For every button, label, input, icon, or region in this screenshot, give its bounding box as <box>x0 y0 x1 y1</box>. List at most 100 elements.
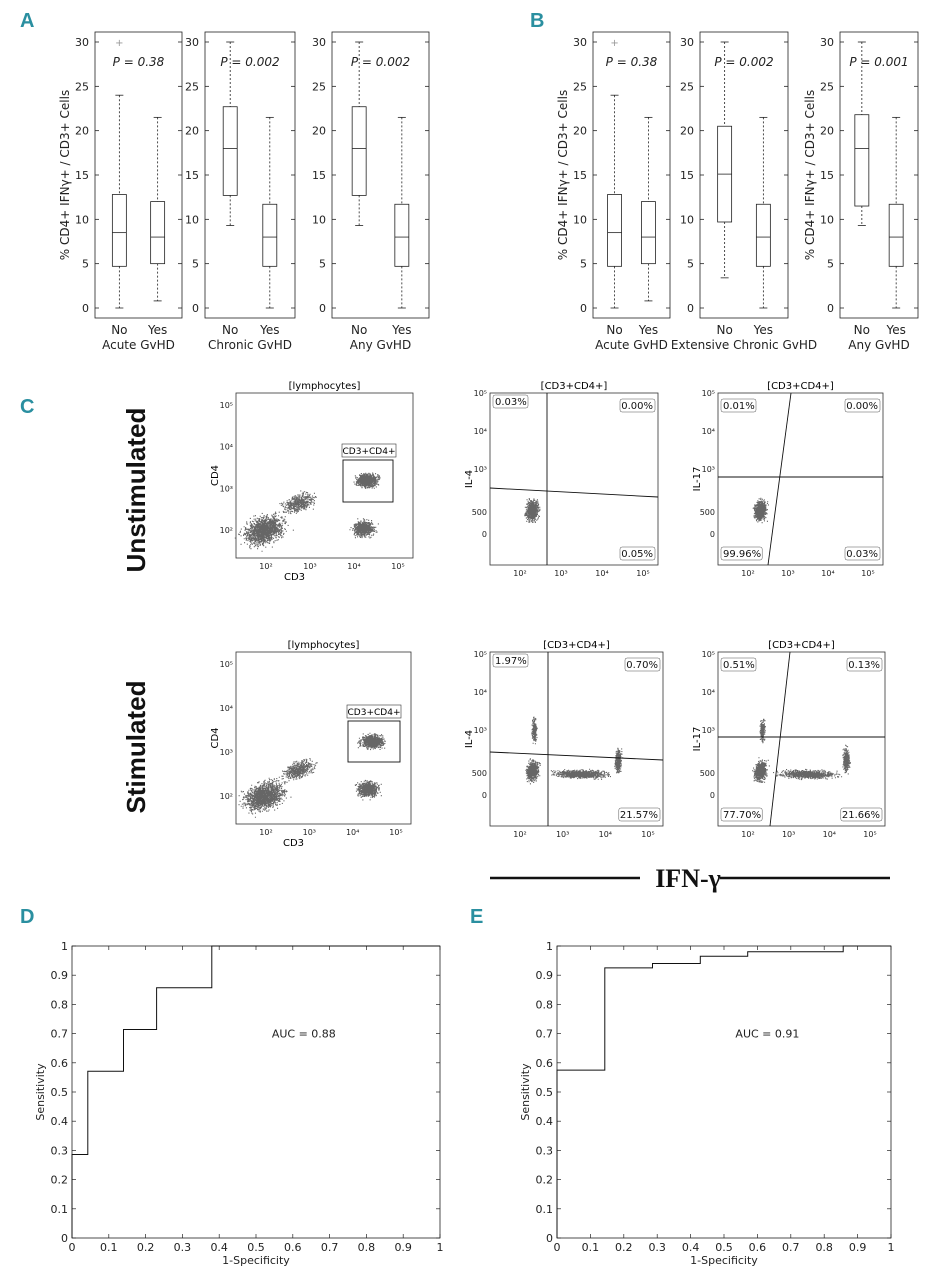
y-tick-label: 0.7 <box>51 1028 69 1041</box>
y-tick-label: 25 <box>75 80 89 93</box>
quadrant-pct-box <box>619 546 656 561</box>
y-tick-label: 0 <box>827 302 834 315</box>
y-tick-label: 15 <box>185 169 199 182</box>
gate-box <box>347 720 401 763</box>
event-cloud <box>525 758 541 785</box>
y-tick-label: 0.6 <box>51 1057 69 1070</box>
quadrant-pct: 0.01% <box>723 401 755 412</box>
p-value-label: P = 0.38 <box>113 55 165 69</box>
x-tick-label: 0.6 <box>284 1241 302 1254</box>
x-category-label: No <box>111 323 127 337</box>
y-tick-label: 0 <box>710 530 715 539</box>
y-tick-label: 0.8 <box>536 998 554 1011</box>
quadrant-pct-box <box>844 546 881 561</box>
y-tick-label: 500 <box>472 769 487 778</box>
y-tick-label: 0.5 <box>51 1086 69 1099</box>
event-cloud <box>281 758 318 783</box>
quadrant-pct: 0.70% <box>626 660 658 671</box>
y-tick-label: 10⁴ <box>702 688 715 697</box>
x-tick-label: 0 <box>69 1241 76 1254</box>
box <box>351 106 367 196</box>
y-tick-label: 5 <box>319 258 326 271</box>
y-tick-label: 5 <box>82 258 89 271</box>
quadrant-pct: 99.96% <box>723 549 761 560</box>
y-tick-label: 10³ <box>702 726 715 735</box>
group-label: Any GvHD <box>350 338 411 352</box>
roc-curve <box>71 945 440 1238</box>
y-tick-label: 20 <box>680 125 694 138</box>
x-tick-label: 10⁵ <box>863 830 876 839</box>
event-cloud <box>524 498 541 523</box>
y-tick-label: 0 <box>192 302 199 315</box>
event-cloud <box>353 472 381 489</box>
y-tick-label: 15 <box>75 169 89 182</box>
x-category-label: No <box>351 323 367 337</box>
y-tick-label: 30 <box>820 36 834 49</box>
y-tick-label: 0.9 <box>536 969 554 982</box>
y-tick-label: 5 <box>827 258 834 271</box>
outlier-marker: + <box>115 38 123 49</box>
x-tick-label: 10⁵ <box>641 830 654 839</box>
box-frame <box>204 31 296 319</box>
y-tick-label: 30 <box>573 36 587 49</box>
x-tick-label: 10³ <box>782 830 795 839</box>
x-tick-label: 0.7 <box>782 1241 800 1254</box>
y-tick-label: 10³ <box>474 726 487 735</box>
y-tick-label: 0.1 <box>51 1203 69 1216</box>
y-axis-label: % CD4+ IFNγ+ / CD3+ Cells <box>556 90 570 260</box>
box <box>607 194 622 267</box>
group-label: Chronic GvHD <box>208 338 292 352</box>
y-tick-label: 10³ <box>474 465 487 474</box>
y-tick-label: 25 <box>820 80 834 93</box>
y-tick-label: 30 <box>312 36 326 49</box>
box-frame <box>94 31 183 319</box>
event-cloud <box>614 747 624 774</box>
event-cloud <box>759 718 766 744</box>
y-tick-label: 10⁴ <box>702 427 715 436</box>
x-tick-label: 10² <box>741 830 754 839</box>
y-tick-label: 0.6 <box>536 1057 554 1070</box>
p-value-label: P = 0.002 <box>351 55 410 69</box>
x-category-label: Yes <box>753 323 773 337</box>
quadrant-pct-box <box>720 807 763 822</box>
x-tick-label: 0.5 <box>247 1241 265 1254</box>
panel-e-roc: 00 0.1 0.1 0.2 0.2 0.3 0.3 0.4 0.4 0.5 0.5 0.6 0.6 0.… <box>519 940 895 1267</box>
box <box>262 203 278 267</box>
y-tick-label: 25 <box>185 80 199 93</box>
y-tick-label: 10⁵ <box>220 660 233 669</box>
quadrant-pct: 0.00% <box>621 401 653 412</box>
y-tick-label: 10⁵ <box>702 650 715 659</box>
x-tick-label: 10³ <box>781 569 794 578</box>
group-label: Acute GvHD <box>595 338 668 352</box>
event-cloud <box>357 732 386 751</box>
x-tick-label: 0.5 <box>715 1241 733 1254</box>
x-tick-label: 10⁵ <box>861 569 874 578</box>
x-category-label: No <box>854 323 870 337</box>
y-tick-label: 10 <box>312 213 326 226</box>
x-tick-label: 0.4 <box>210 1241 228 1254</box>
p-value-label: P = 0.002 <box>714 55 773 69</box>
quadrant-pct: 0.05% <box>621 549 653 560</box>
y-tick-label: 0.4 <box>536 1115 554 1128</box>
y-tick-label: 1 <box>546 940 553 953</box>
flow-y-label: IL-17 <box>692 467 703 492</box>
quadrant-pct: 0.00% <box>846 401 878 412</box>
event-cloud <box>550 768 611 780</box>
y-tick-label: 10⁴ <box>220 443 233 452</box>
x-tick-label: 10⁴ <box>346 828 359 837</box>
gate-label: CD3+CD4+ <box>348 708 401 718</box>
x-tick-label: 1 <box>437 1241 444 1254</box>
y-tick-label: 0 <box>580 302 587 315</box>
quadrant-pct-box <box>619 398 656 413</box>
y-tick-label: 15 <box>312 169 326 182</box>
event-cloud <box>279 490 317 515</box>
box <box>111 194 127 267</box>
gate-box <box>342 459 394 503</box>
x-tick-label: 0.3 <box>648 1241 666 1254</box>
x-tick-label: 0.3 <box>174 1241 192 1254</box>
quadrant-pct-box <box>846 657 883 672</box>
x-tick-label: 10⁴ <box>821 569 834 578</box>
event-cloud <box>349 518 379 539</box>
y-tick-label: 0.1 <box>536 1203 554 1216</box>
